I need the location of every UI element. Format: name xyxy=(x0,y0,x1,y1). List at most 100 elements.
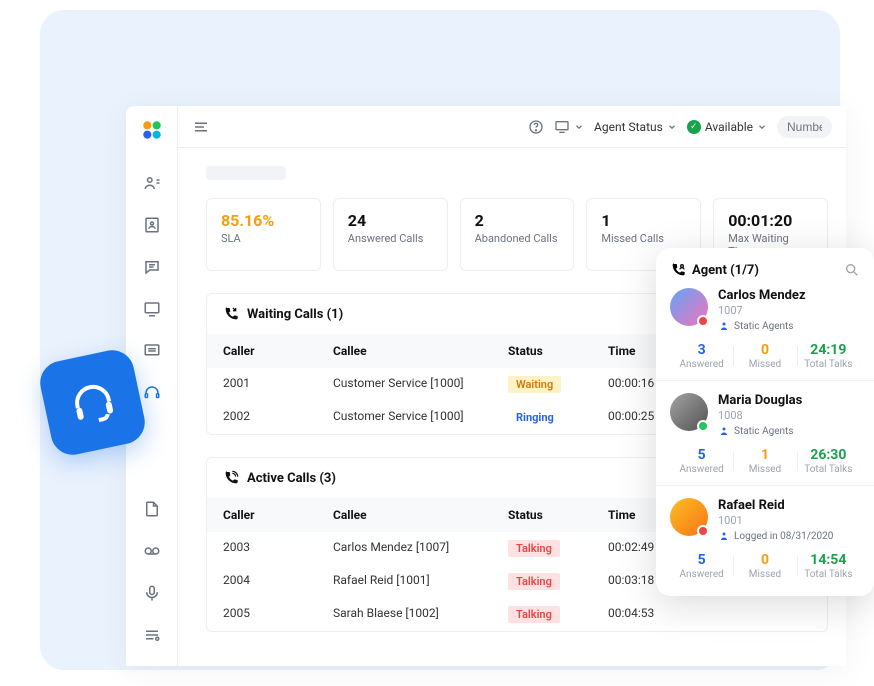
col-header-status: Status xyxy=(508,508,608,522)
agent-stat-value: 0 xyxy=(733,342,796,358)
monitor-icon xyxy=(554,119,570,135)
agent-stat-value: 5 xyxy=(670,552,733,568)
presence-indicator xyxy=(697,525,709,537)
waiting-calls-title: Waiting Calls (1) xyxy=(247,307,343,322)
stat-value: 1 xyxy=(601,211,686,230)
agent-stat: 5Answered xyxy=(670,447,733,475)
available-status-icon: ✓ xyxy=(687,120,701,134)
page-title-placeholder xyxy=(206,166,286,180)
status-badge: Talking xyxy=(508,606,560,623)
nav-settings-list-icon[interactable] xyxy=(142,625,162,645)
topbar: Agent Status ✓ Available xyxy=(178,106,846,148)
nav-mic-icon[interactable] xyxy=(142,583,162,603)
stat-label: SLA xyxy=(221,232,306,245)
agent-stat-label: Answered xyxy=(670,569,733,580)
agent-stat-value: 3 xyxy=(670,342,733,358)
agent-status-label: Agent Status xyxy=(594,120,663,134)
cell-status: Talking xyxy=(508,540,608,557)
cell-caller: 2005 xyxy=(223,606,333,623)
agent-stat-label: Answered xyxy=(670,359,733,370)
agent-extension: 1008 xyxy=(718,409,860,422)
stat-card: 85.16% SLA xyxy=(206,198,321,271)
nav-voicemail-icon[interactable] xyxy=(142,541,162,561)
agent-stat-label: Total Talks xyxy=(797,569,860,580)
agent-stat: 3Answered xyxy=(670,342,733,370)
stat-value: 00:01:20 xyxy=(728,211,813,230)
status-badge: Talking xyxy=(508,573,560,590)
cell-status: Talking xyxy=(508,573,608,590)
help-icon xyxy=(528,119,544,135)
stat-label: Answered Calls xyxy=(348,232,433,245)
agent-card[interactable]: Maria Douglas1008 Static Agents 5Answered1… xyxy=(656,380,874,485)
agent-stat-label: Missed xyxy=(733,464,796,475)
phone-active-icon xyxy=(223,470,239,486)
col-header-caller: Caller xyxy=(223,508,333,522)
agent-stat: 0Missed xyxy=(733,342,796,370)
agent-status-dropdown[interactable]: Agent Status xyxy=(594,120,677,134)
stat-label: Missed Calls xyxy=(601,232,686,245)
nav-chat-icon[interactable] xyxy=(142,257,162,277)
agent-stat: 5Answered xyxy=(670,552,733,580)
app-logo xyxy=(138,116,166,144)
nav-directory-icon[interactable] xyxy=(142,215,162,235)
col-header-caller: Caller xyxy=(223,344,333,358)
nav-wallboard-icon[interactable] xyxy=(142,341,162,361)
nav-monitor-icon[interactable] xyxy=(142,299,162,319)
availability-dropdown[interactable]: ✓ Available xyxy=(687,120,767,134)
agent-stat-label: Answered xyxy=(670,464,733,475)
presence-indicator xyxy=(697,315,709,327)
nav-callcenter-icon[interactable] xyxy=(142,383,162,403)
help-button[interactable] xyxy=(528,119,544,135)
col-header-callee: Callee xyxy=(333,508,508,522)
number-input[interactable] xyxy=(777,116,832,138)
cell-callee: Rafael Reid [1001] xyxy=(333,573,508,590)
chevron-down-icon xyxy=(667,122,677,132)
agent-type-icon xyxy=(718,320,730,332)
headset-icon xyxy=(64,374,121,431)
table-row[interactable]: 2005Sarah Blaese [1002]Talking00:04:53 xyxy=(207,598,827,631)
avatar xyxy=(670,393,708,431)
agent-stat-label: Missed xyxy=(733,569,796,580)
search-button[interactable] xyxy=(844,262,860,278)
agent-stat: 26:30Total Talks xyxy=(797,447,860,475)
device-selector[interactable] xyxy=(554,119,584,135)
stat-value: 2 xyxy=(475,211,560,230)
active-calls-title: Active Calls (3) xyxy=(247,471,336,486)
agent-card[interactable]: Rafael Reid1001Logged in 08/31/20205Answ… xyxy=(656,485,874,590)
status-badge: Ringing xyxy=(508,409,562,426)
agent-stat: 0Missed xyxy=(733,552,796,580)
stat-card: 2Abandoned Calls xyxy=(460,198,575,271)
agent-stat: 24:19Total Talks xyxy=(797,342,860,370)
cell-callee: Sarah Blaese [1002] xyxy=(333,606,508,623)
stat-value: 24 xyxy=(348,211,433,230)
nav-reports-icon[interactable] xyxy=(142,499,162,519)
agent-stat-value: 0 xyxy=(733,552,796,568)
status-badge: Talking xyxy=(508,540,560,557)
agent-stat: 1Missed xyxy=(733,447,796,475)
agent-name: Maria Douglas xyxy=(718,393,860,408)
cell-caller: 2004 xyxy=(223,573,333,590)
agent-meta: Static Agents xyxy=(718,320,860,332)
agent-icon xyxy=(670,262,686,278)
floating-headset-badge xyxy=(36,346,149,459)
agent-stat-label: Total Talks xyxy=(797,359,860,370)
agent-name: Carlos Mendez xyxy=(718,288,860,303)
agent-stat-value: 14:54 xyxy=(797,552,860,568)
stat-card: 24 Answered Calls xyxy=(333,198,448,271)
cell-status: Ringing xyxy=(508,409,608,426)
search-icon xyxy=(844,262,860,278)
sidebar-collapse-button[interactable] xyxy=(192,118,210,136)
agent-stat-value: 24:19 xyxy=(797,342,860,358)
availability-label: Available xyxy=(705,120,753,134)
cell-caller: 2002 xyxy=(223,409,333,426)
agent-card[interactable]: Carlos Mendez1007Static Agents3Answered0… xyxy=(656,288,874,380)
status-badge: Waiting xyxy=(508,376,561,393)
agent-stat-label: Total Talks xyxy=(797,464,860,475)
col-header-status: Status xyxy=(508,344,608,358)
stat-value: 85.16% xyxy=(221,211,306,230)
nav-contacts-icon[interactable] xyxy=(142,173,162,193)
col-header-callee: Callee xyxy=(333,344,508,358)
presence-indicator xyxy=(697,420,709,432)
agent-meta: Static Agents xyxy=(718,425,860,437)
chevron-down-icon xyxy=(757,122,767,132)
